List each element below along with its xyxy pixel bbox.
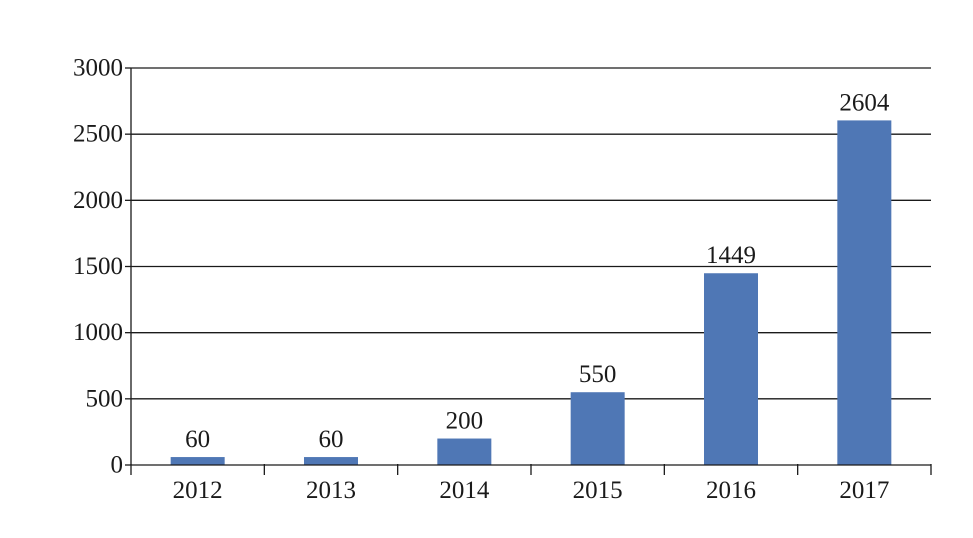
y-tick-label: 1500	[73, 253, 123, 280]
data-label: 200	[446, 408, 484, 435]
y-tick-labels: 0 500 1000 1500 2000 2500 3000	[73, 55, 123, 479]
y-tick-label: 2000	[73, 187, 123, 214]
data-label: 2604	[839, 89, 890, 116]
y-tick-label: 1000	[73, 319, 123, 346]
x-tick-label: 2014	[439, 477, 490, 504]
gridlines	[131, 67, 931, 400]
x-tick-label: 2017	[839, 477, 889, 504]
data-label: 60	[185, 426, 210, 453]
x-tick-label: 2016	[706, 477, 756, 504]
data-label: 60	[319, 426, 344, 453]
x-tick-label: 2015	[573, 477, 623, 504]
bar-2017	[837, 120, 892, 466]
y-tick-label: 2500	[73, 121, 123, 148]
bars	[170, 120, 892, 466]
y-tick-label: 0	[111, 452, 124, 479]
x-tick-labels: 2012 2013 2014 2015 2016 2017	[173, 477, 890, 504]
bar-2013	[304, 457, 358, 465]
bar-2012	[170, 457, 225, 465]
x-tick-label: 2012	[173, 477, 223, 504]
data-labels: 60 60 200 550 1449 2604	[185, 89, 890, 453]
axes	[125, 67, 932, 475]
data-label: 1449	[706, 242, 756, 269]
x-tick-label: 2013	[306, 477, 356, 504]
bar-2015	[570, 392, 625, 465]
data-label: 550	[579, 361, 617, 388]
bar-2014	[437, 438, 492, 465]
y-tick-label: 3000	[73, 55, 123, 82]
y-tick-label: 500	[86, 385, 124, 412]
bar-2016	[704, 273, 758, 465]
